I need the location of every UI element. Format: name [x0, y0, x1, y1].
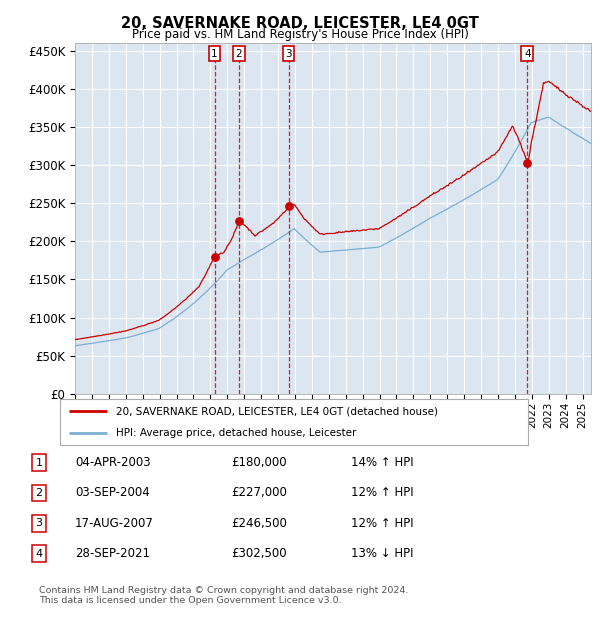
Text: 4: 4 — [524, 48, 531, 59]
Text: £302,500: £302,500 — [231, 547, 287, 560]
Text: £246,500: £246,500 — [231, 517, 287, 529]
Text: £227,000: £227,000 — [231, 487, 287, 499]
Point — [210, 252, 220, 262]
Text: 28-SEP-2021: 28-SEP-2021 — [75, 547, 150, 560]
Text: 04-APR-2003: 04-APR-2003 — [75, 456, 151, 469]
Text: 20, SAVERNAKE ROAD, LEICESTER, LE4 0GT: 20, SAVERNAKE ROAD, LEICESTER, LE4 0GT — [121, 16, 479, 30]
Text: 1: 1 — [35, 458, 43, 467]
Text: 4: 4 — [35, 549, 43, 559]
Point — [284, 201, 293, 211]
Text: £180,000: £180,000 — [231, 456, 287, 469]
Text: Contains HM Land Registry data © Crown copyright and database right 2024.
This d: Contains HM Land Registry data © Crown c… — [39, 586, 409, 605]
Text: 12% ↑ HPI: 12% ↑ HPI — [351, 517, 413, 529]
Text: HPI: Average price, detached house, Leicester: HPI: Average price, detached house, Leic… — [116, 428, 356, 438]
Text: 3: 3 — [35, 518, 43, 528]
Text: 03-SEP-2004: 03-SEP-2004 — [75, 487, 150, 499]
Text: 14% ↑ HPI: 14% ↑ HPI — [351, 456, 413, 469]
Text: 3: 3 — [285, 48, 292, 59]
Point — [234, 216, 244, 226]
Text: Price paid vs. HM Land Registry's House Price Index (HPI): Price paid vs. HM Land Registry's House … — [131, 28, 469, 41]
Text: 12% ↑ HPI: 12% ↑ HPI — [351, 487, 413, 499]
Text: 17-AUG-2007: 17-AUG-2007 — [75, 517, 154, 529]
Text: 2: 2 — [35, 488, 43, 498]
Point — [523, 158, 532, 168]
Text: 20, SAVERNAKE ROAD, LEICESTER, LE4 0GT (detached house): 20, SAVERNAKE ROAD, LEICESTER, LE4 0GT (… — [116, 406, 438, 416]
Text: 13% ↓ HPI: 13% ↓ HPI — [351, 547, 413, 560]
Text: 1: 1 — [211, 48, 218, 59]
Text: 2: 2 — [235, 48, 242, 59]
